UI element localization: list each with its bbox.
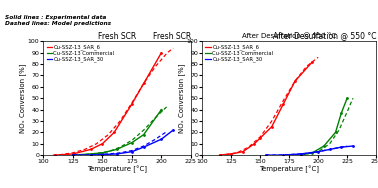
Legend: Cu-SSZ-13_SAR_6, Cu-SSZ-13 Commercial, Cu-SSZ-13_SAR_30: Cu-SSZ-13_SAR_6, Cu-SSZ-13 Commercial, C… bbox=[46, 44, 115, 63]
Y-axis label: NOₓ Conversion [%]: NOₓ Conversion [%] bbox=[178, 64, 185, 133]
Text: After Desulfation @ 550 °C: After Desulfation @ 550 °C bbox=[273, 32, 376, 41]
X-axis label: Temperature [°C]: Temperature [°C] bbox=[87, 166, 147, 173]
Y-axis label: NOₓ Conversion [%]: NOₓ Conversion [%] bbox=[20, 64, 26, 133]
Text: Solid lines : Experimental data
Dashed lines: Model predictions: Solid lines : Experimental data Dashed l… bbox=[5, 15, 112, 27]
Legend: Cu-SSZ-13_SAR_6, Cu-SSZ-13 Commercial, Cu-SSZ-13_SAR_30: Cu-SSZ-13_SAR_6, Cu-SSZ-13 Commercial, C… bbox=[205, 44, 274, 63]
Title: Fresh SCR: Fresh SCR bbox=[98, 32, 136, 41]
X-axis label: Temperature [°C]: Temperature [°C] bbox=[259, 166, 319, 173]
Text: Fresh SCR: Fresh SCR bbox=[153, 32, 191, 41]
Title: After Desulfation @ 550 °C: After Desulfation @ 550 °C bbox=[242, 33, 336, 40]
